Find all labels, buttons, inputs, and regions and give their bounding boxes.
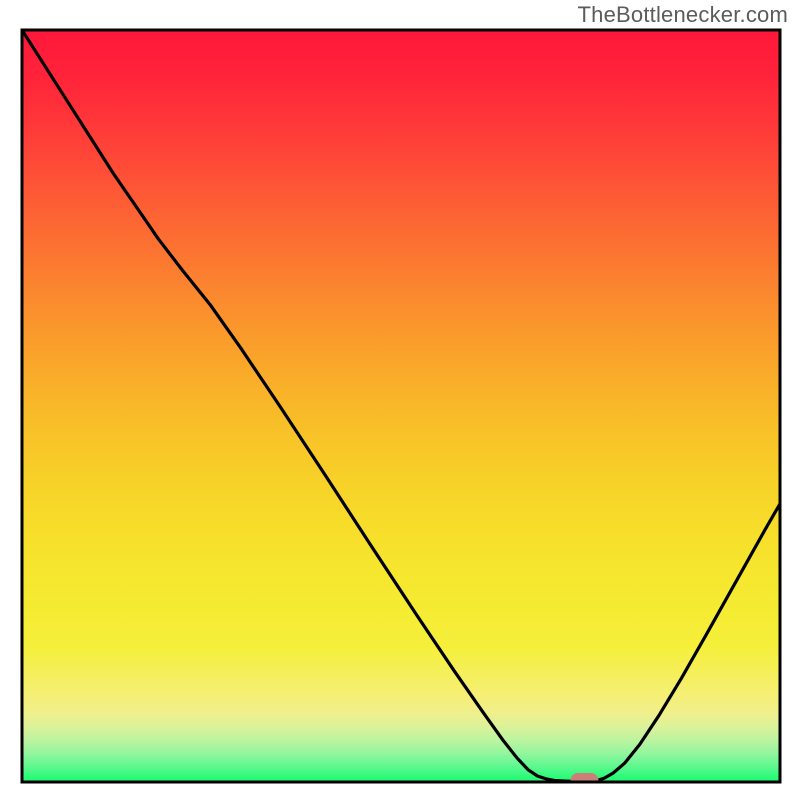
watermark-text: TheBottlenecker.com (578, 2, 788, 28)
chart-svg (0, 0, 800, 800)
chart-background (22, 30, 780, 782)
bottleneck-chart: TheBottlenecker.com (0, 0, 800, 800)
